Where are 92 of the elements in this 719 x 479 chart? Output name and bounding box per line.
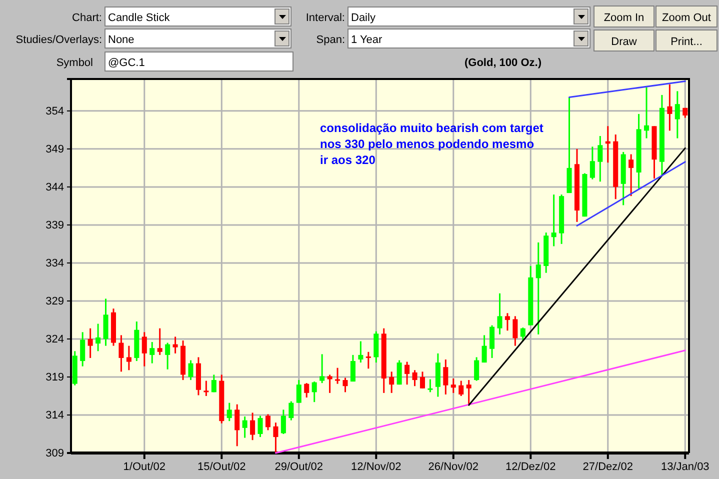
candlestick	[420, 370, 425, 390]
candlestick	[342, 376, 348, 393]
candlestick	[242, 416, 248, 439]
candlestick	[312, 380, 317, 403]
text: Chart:	[72, 12, 102, 24]
candlestick	[644, 86, 650, 140]
dropdown-field: Daily	[348, 6, 590, 26]
annotation: consolidação muito bearish com target nos 330 pelo menos podendo mesmo ir aos 320	[320, 121, 544, 167]
text-field: @GC.1	[104, 52, 294, 72]
button: Zoom Out	[656, 6, 718, 28]
candlestick	[412, 369, 418, 387]
x-tick-label: 15/Out/02	[197, 460, 246, 473]
candlestick	[327, 374, 332, 394]
candlestick	[374, 330, 379, 364]
text: Studies/Overlays:	[16, 34, 102, 46]
candlestick	[204, 380, 209, 397]
candlestick	[590, 146, 595, 180]
candlestick	[536, 242, 541, 336]
candlestick	[335, 367, 340, 385]
candlestick	[126, 345, 132, 371]
candlestick	[458, 380, 464, 397]
candlestick	[520, 326, 526, 342]
candlestick	[150, 341, 155, 364]
candlestick	[404, 361, 410, 386]
y-tick-label: 319	[46, 372, 64, 384]
candlestick	[96, 323, 101, 352]
candlestick	[188, 360, 194, 381]
candlestick	[165, 342, 170, 370]
dropdown-field: 1 Year	[348, 28, 590, 48]
candlestick	[667, 84, 672, 132]
candlestick	[118, 334, 124, 372]
candlestick	[88, 328, 93, 359]
candlestick	[172, 336, 178, 354]
x-tick-label: 13/Jan/03	[660, 460, 710, 473]
y-tick-label: 349	[46, 143, 64, 156]
candlestick	[490, 324, 495, 359]
y-tick-label: 354	[46, 105, 64, 118]
candlestick	[288, 400, 294, 422]
y-tick-label: 344	[46, 181, 64, 194]
y-tick-label: 334	[46, 257, 64, 270]
candlestick	[226, 402, 232, 422]
candlestick	[211, 374, 216, 393]
candlestick	[628, 154, 634, 197]
button: Print...	[656, 30, 718, 52]
candlestick	[142, 331, 147, 368]
y-tick-label: 309	[46, 448, 64, 460]
candlestick	[551, 194, 556, 247]
candlestick	[482, 334, 487, 364]
candlestick	[396, 360, 402, 386]
candlestick	[428, 378, 433, 393]
candlestick	[674, 90, 680, 140]
x-tick-label: 12/Nov/02	[351, 460, 402, 473]
chart-title: (Gold, 100 Oz.)	[464, 57, 542, 69]
text: Span:	[316, 34, 345, 46]
candlestick	[80, 331, 86, 368]
button: Zoom In	[594, 6, 654, 28]
candlestick	[389, 370, 394, 394]
candlestick	[304, 382, 310, 398]
candlestick	[250, 412, 256, 441]
candlestick	[512, 315, 518, 347]
candlestick	[598, 135, 603, 182]
candlestick	[504, 312, 510, 332]
dropdown-field: None	[104, 28, 292, 48]
x-tick-label: 1/Out/02	[123, 460, 166, 473]
candlestick	[474, 356, 480, 382]
y-tick-label: 314	[46, 410, 64, 422]
candlestick	[320, 353, 325, 384]
x-tick-label: 29/Out/02	[274, 460, 324, 473]
candlestick	[258, 415, 263, 438]
x-tick-label: 27/Dez/02	[582, 460, 633, 473]
candlestick	[443, 358, 448, 396]
candlestick	[466, 379, 472, 406]
candlestick	[234, 404, 240, 447]
dropdown-field: Candle Stick	[104, 6, 292, 26]
candlestick	[497, 292, 502, 336]
candlestick	[296, 379, 302, 404]
candlestick	[450, 378, 456, 394]
candlestick	[350, 354, 356, 382]
candlestick	[157, 328, 162, 356]
candlestick	[273, 422, 278, 454]
y-tick-label: 329	[46, 295, 64, 308]
text: Symbol	[56, 57, 93, 69]
y-tick-label: 324	[46, 333, 64, 346]
button: Draw	[594, 30, 654, 52]
text: Interval:	[306, 12, 345, 24]
y-tick-label: 339	[46, 219, 64, 232]
x-tick-label: 12/Dez/02	[506, 460, 556, 473]
candlestick	[280, 408, 286, 435]
x-tick-label: 26/Nov/02	[428, 460, 478, 473]
candlestick	[366, 351, 371, 370]
candlestick	[358, 340, 364, 364]
candlestick	[265, 413, 270, 431]
